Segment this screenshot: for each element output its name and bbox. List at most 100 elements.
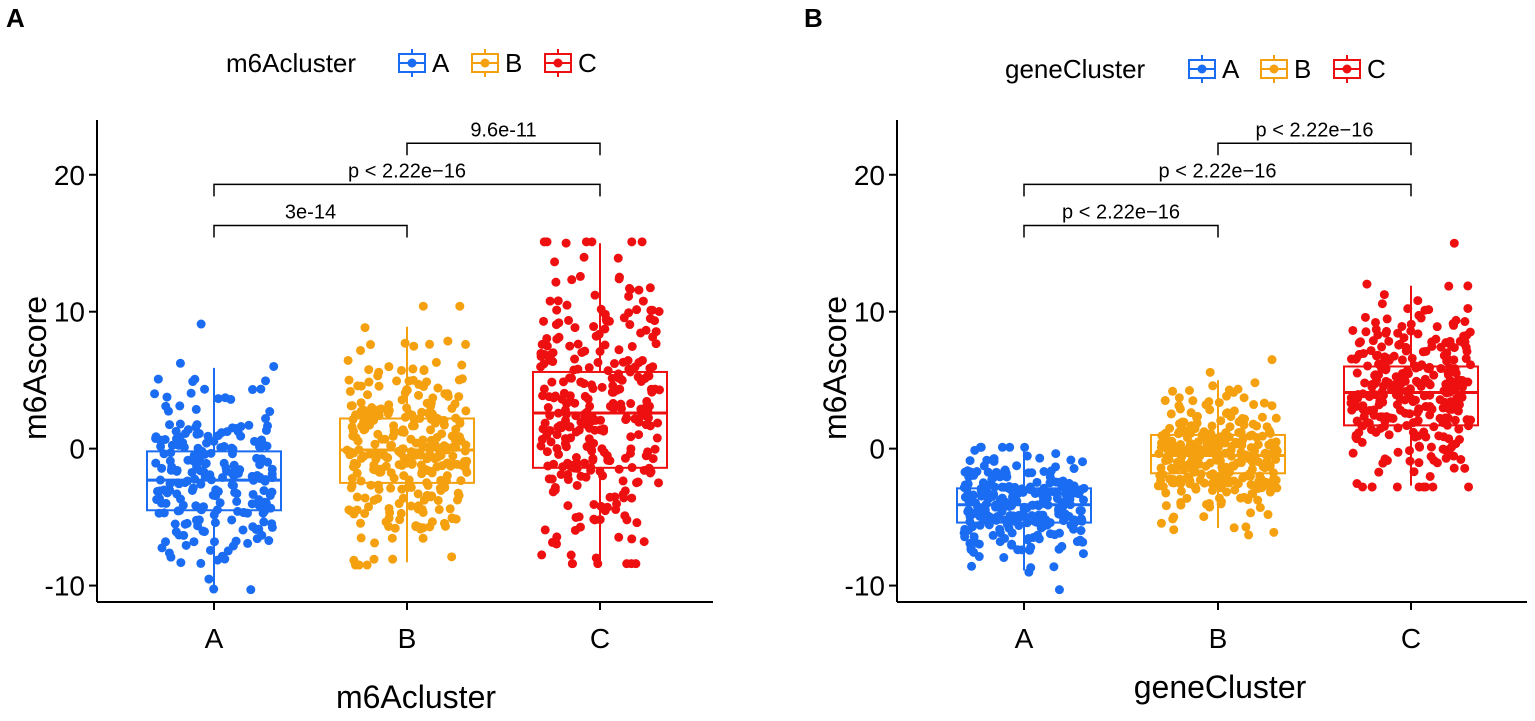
panel-a-data-point	[549, 459, 559, 469]
panel-a-data-point	[614, 532, 624, 542]
panel-b-data-point	[1463, 281, 1473, 291]
panel-b-data-point	[1440, 397, 1450, 407]
panel-b-data-point	[1245, 431, 1255, 441]
panel-b-data-point	[1237, 414, 1247, 424]
panel-b-data-point	[1265, 480, 1275, 490]
panel-a-data-point	[176, 494, 186, 504]
panel-b-data-point	[1346, 398, 1356, 408]
panel-b-data-point	[1445, 336, 1455, 346]
panel-b-legend-dot	[1342, 64, 1352, 74]
panel-a-data-point	[597, 382, 607, 392]
panel-b-data-point	[1427, 337, 1437, 347]
panel-b-data-point	[1017, 545, 1027, 555]
panel-a-data-point	[586, 417, 596, 427]
panel-a-data-point	[166, 448, 176, 458]
panel-b-data-point	[1069, 464, 1079, 474]
panel-a-data-point	[447, 552, 457, 562]
panel-b-data-point	[1449, 463, 1459, 473]
panel-a-data-point	[396, 508, 406, 518]
panel-b-data-point	[1043, 487, 1053, 497]
panel-b-data-point	[1184, 473, 1194, 483]
panel-a-data-point	[626, 559, 636, 569]
panel-a-data-point	[419, 365, 429, 375]
panel-b-data-point	[1186, 421, 1196, 431]
panel-b-data-point	[1392, 482, 1402, 492]
panel-a-data-point	[584, 363, 594, 373]
panel-b-data-point	[1393, 423, 1403, 433]
panel-b-legend-dot	[1197, 64, 1207, 74]
panel-b-data-point	[1188, 396, 1198, 406]
panel-a-data-point	[181, 540, 191, 550]
panel-b-data-point	[1022, 518, 1032, 528]
panel-b-data-point	[1425, 410, 1435, 420]
panel-a-data-point	[572, 480, 582, 490]
panel-a-data-point	[457, 360, 467, 370]
panel-b-data-point	[1364, 392, 1374, 402]
panel-a-data-point	[355, 345, 365, 355]
panel-b: B geneCluster A B C -10 0 10 20 A B Cp < 2.22e−1…	[804, 3, 1527, 705]
panel-b-data-point	[995, 472, 1005, 482]
panel-b-data-point	[1384, 430, 1394, 440]
panel-a-data-point	[632, 305, 642, 315]
panel-b-data-point	[1460, 317, 1470, 327]
panel-a-data-point	[428, 409, 438, 419]
panel-a-data-point	[587, 237, 597, 247]
panel-a-data-point	[202, 438, 212, 448]
panel-a-y-axis-title: m6Ascore	[17, 296, 53, 440]
panel-b-data-point	[1239, 393, 1249, 403]
panel-a-data-point	[204, 574, 214, 584]
panel-b-data-point	[1229, 523, 1239, 533]
panel-b-data-point	[1166, 409, 1176, 419]
panel-a-data-point	[199, 527, 209, 537]
panel-a-data-point	[552, 305, 562, 315]
panel-a-data-point	[454, 375, 464, 385]
panel-a-data-point	[151, 458, 161, 468]
panel-a-data-point	[228, 481, 238, 491]
panel-b-data-point	[1157, 438, 1167, 448]
panel-a-data-point	[209, 584, 219, 594]
panel-a-data-point	[161, 401, 171, 411]
panel-a-data-point	[650, 444, 660, 454]
panel-b-data-point	[968, 490, 978, 500]
panel-b-data-point	[1358, 405, 1368, 415]
panel-a-data-point	[352, 492, 362, 502]
panel-a-data-point	[346, 483, 356, 493]
panel-a-data-point	[559, 388, 569, 398]
panel-a-data-point	[397, 395, 407, 405]
panel-b-data-point	[1409, 467, 1419, 477]
panel-b-data-point	[1244, 530, 1254, 540]
panel-b-data-point	[982, 487, 992, 497]
panel-b-data-point	[1414, 458, 1424, 468]
panel-a-data-point	[261, 414, 271, 424]
panel-a-data-point	[239, 508, 249, 518]
panel-a-data-point	[209, 510, 219, 520]
panel-b-data-point	[1424, 305, 1434, 315]
panel-b-data-point	[1161, 456, 1171, 466]
panel-a-data-point	[166, 465, 176, 475]
panel-a-box-group-c	[532, 237, 668, 569]
panel-a-data-point	[262, 441, 272, 451]
panel-a-data-point	[556, 470, 566, 480]
panel-a-data-point	[173, 506, 183, 516]
panel-a-data-point	[626, 399, 636, 409]
panel-b-data-point	[1389, 351, 1399, 361]
panel-b-data-point	[1169, 525, 1179, 535]
panel-b-data-point	[999, 553, 1009, 563]
panel-a-data-point	[356, 518, 366, 528]
panel-a-data-point	[595, 515, 605, 525]
panel-b-data-point	[1414, 441, 1424, 451]
panel-b-data-point	[1442, 348, 1452, 358]
panel-b-data-point	[960, 524, 970, 534]
panel-a: A m6Acluster A B C -10 0 10 20 A B C 3e-14 p < 2.2…	[6, 3, 713, 715]
panel-a-data-point	[645, 283, 655, 293]
panel-b-data-point	[1429, 455, 1439, 465]
panel-a-data-point	[259, 486, 269, 496]
panel-a-data-point	[422, 490, 432, 500]
panel-b-legend-label: A	[1222, 54, 1240, 84]
panel-a-bracket-line	[406, 142, 601, 156]
panel-a-data-point	[426, 401, 436, 411]
panel-a-legend-dot	[480, 58, 490, 68]
panel-a-data-point	[560, 439, 570, 449]
panel-b-data-point	[1211, 475, 1221, 485]
